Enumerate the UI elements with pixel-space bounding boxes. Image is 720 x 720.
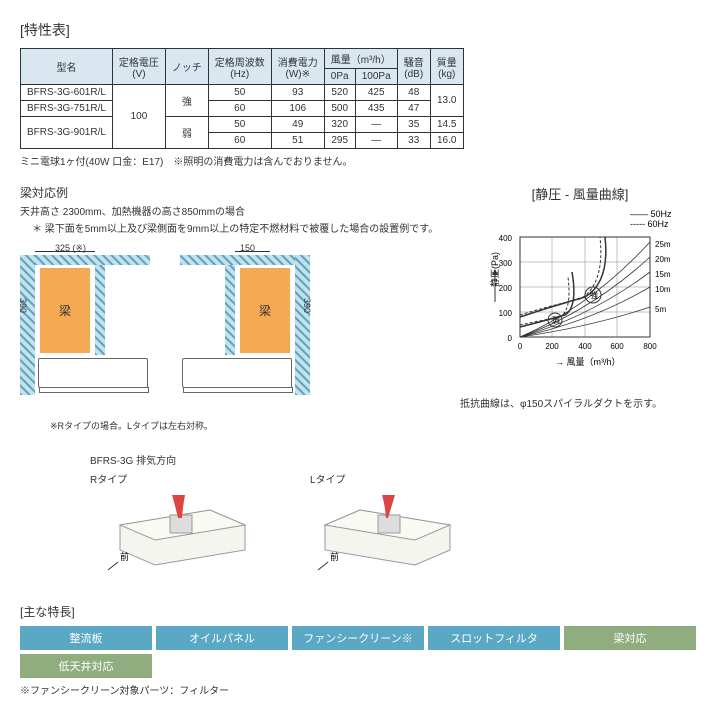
cell: 60: [208, 101, 271, 117]
beam-title: 梁対応例: [20, 184, 440, 201]
feature-tag: 整流板: [20, 626, 152, 650]
svg-text:―― 50Hz: ―― 50Hz: [630, 209, 672, 219]
chart: ―― 50Hz ----- 60Hz: [490, 207, 690, 387]
cell: ―: [355, 133, 397, 149]
feature-note: ※ファンシークリーン対象パーツ：フィルター: [20, 682, 700, 697]
svg-text:400: 400: [499, 234, 513, 243]
cell: 60: [208, 133, 271, 149]
svg-text:→ 風量（m³/h）: → 風量（m³/h）: [555, 357, 621, 367]
table-note: ミニ電球1ヶ付(40W 口金：E17) ※照明の消費電力は含んでおりません。: [20, 153, 700, 168]
model-cell: BFRS-3G-601R/L: [21, 85, 113, 101]
svg-text:400: 400: [578, 342, 592, 351]
svg-text:25m: 25m: [655, 240, 671, 249]
cell: 106: [271, 101, 324, 117]
weight-cell: 16.0: [430, 133, 463, 149]
exhaust-section: BFRS-3G 排気方向 Rタイプ 前 Lタイプ 前: [20, 452, 700, 583]
chart-note: 抵抗曲線は、φ150スパイラルダクトを示す。: [460, 395, 700, 410]
th-power: 消費電力(W)※: [271, 49, 324, 85]
svg-text:15m: 15m: [655, 270, 671, 279]
svg-text:前: 前: [330, 551, 339, 562]
exhaust-r: Rタイプ 前: [90, 471, 260, 583]
feature-tag: スロットフィルタ: [428, 626, 560, 650]
th-model: 型名: [21, 49, 113, 85]
beam-sub: 天井高さ 2300mm、加熱機器の高さ850mmの場合: [20, 203, 440, 218]
svg-text:強: 強: [590, 290, 598, 300]
section-title: [特性表]: [20, 20, 700, 40]
cell: 35: [397, 117, 430, 133]
cell: 320: [324, 117, 355, 133]
exhaust-title: BFRS-3G 排気方向: [90, 452, 700, 467]
th-freq: 定格周波数(Hz): [208, 49, 271, 85]
notch-hi: 強: [165, 85, 208, 117]
svg-text:800: 800: [643, 342, 657, 351]
cell: 520: [324, 85, 355, 101]
diagram-left: 325 (※) 梁 390: [20, 243, 150, 413]
notch-lo: 弱: [165, 117, 208, 149]
th-100pa: 100Pa: [355, 69, 397, 85]
weight-cell: 14.5: [430, 117, 463, 133]
feature-tag: 梁対応: [564, 626, 696, 650]
th-airflow: 風量（m³/h）: [324, 49, 397, 69]
chart-title: [静圧 - 風量曲線]: [460, 184, 700, 203]
cell: 93: [271, 85, 324, 101]
cell: 295: [324, 133, 355, 149]
svg-text:0: 0: [518, 342, 523, 351]
diagram-note: ※Rタイプの場合。Lタイプは左右対称。: [50, 419, 440, 432]
feature-tags: 整流板オイルパネルファンシークリーン※スロットフィルタ梁対応低天井対応: [20, 626, 700, 678]
cell: ―: [355, 117, 397, 133]
model-cell: BFRS-3G-901R/L: [21, 117, 113, 149]
cell: 51: [271, 133, 324, 149]
beam-note: ＊ 梁下面を5mm以上及び梁側面を9mm以上の特定不燃材料で被覆した場合の設置例…: [32, 220, 440, 235]
th-noise: 騒音(dB): [397, 49, 430, 85]
weight-cell: 13.0: [430, 85, 463, 117]
cell: 435: [355, 101, 397, 117]
cell: 47: [397, 101, 430, 117]
feature-tag: オイルパネル: [156, 626, 288, 650]
svg-text:20m: 20m: [655, 255, 671, 264]
svg-text:----- 60Hz: ----- 60Hz: [630, 219, 669, 229]
cell: 500: [324, 101, 355, 117]
spec-table: 型名 定格電圧(V) ノッチ 定格周波数(Hz) 消費電力(W)※ 風量（m³/…: [20, 48, 464, 149]
cell: 50: [208, 117, 271, 133]
svg-text:弱: 弱: [552, 316, 560, 325]
cell: 49: [271, 117, 324, 133]
th-weight: 質量(kg): [430, 49, 463, 85]
svg-text:200: 200: [499, 284, 513, 293]
feature-tag: ファンシークリーン※: [292, 626, 424, 650]
exhaust-l: Lタイプ 前: [310, 471, 480, 583]
cell: 33: [397, 133, 430, 149]
cell: 425: [355, 85, 397, 101]
th-voltage: 定格電圧(V): [112, 49, 165, 85]
svg-text:前: 前: [120, 551, 129, 562]
voltage-cell: 100: [112, 85, 165, 149]
svg-text:200: 200: [545, 342, 559, 351]
svg-text:5m: 5m: [655, 305, 666, 314]
cell: 48: [397, 85, 430, 101]
beam-section: 梁対応例 天井高さ 2300mm、加熱機器の高さ850mmの場合 ＊ 梁下面を5…: [20, 184, 440, 432]
svg-text:600: 600: [610, 342, 624, 351]
svg-text:100: 100: [499, 309, 513, 318]
svg-text:10m: 10m: [655, 285, 671, 294]
svg-text:0: 0: [508, 334, 513, 343]
cell: 50: [208, 85, 271, 101]
feature-tag: 低天井対応: [20, 654, 152, 678]
th-0pa: 0Pa: [324, 69, 355, 85]
svg-text:300: 300: [499, 259, 513, 268]
diagram-right: 150 梁 390: [180, 243, 310, 413]
chart-section: [静圧 - 風量曲線] ―― 50Hz ----- 60Hz: [460, 184, 700, 432]
features-title: [主な特長]: [20, 603, 700, 620]
model-cell: BFRS-3G-751R/L: [21, 101, 113, 117]
th-notch: ノッチ: [165, 49, 208, 85]
